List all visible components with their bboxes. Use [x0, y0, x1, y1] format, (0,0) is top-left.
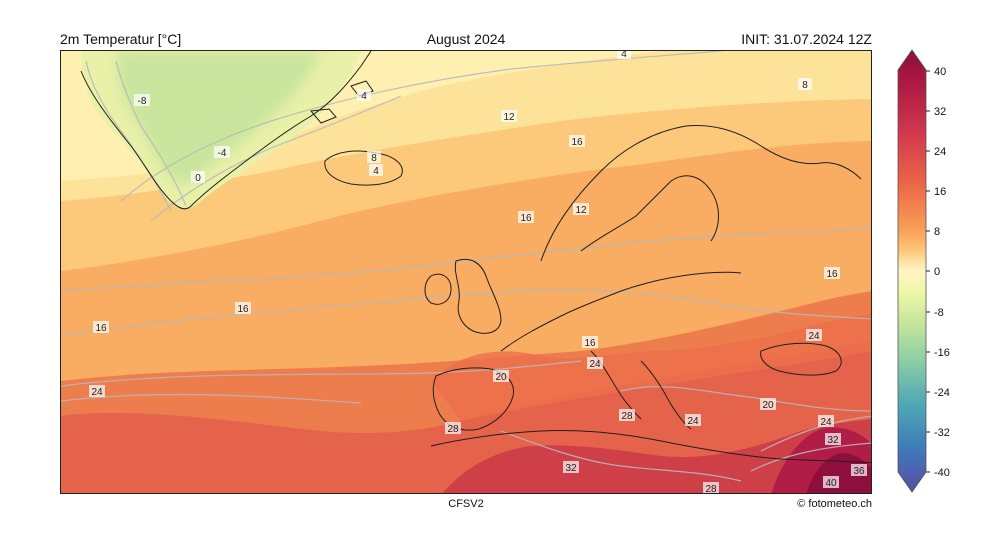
contour-label: 16: [824, 267, 840, 280]
colorbar-tick: -40: [934, 467, 950, 479]
svg-text:24: 24: [820, 417, 832, 428]
svg-text:16: 16: [571, 137, 583, 148]
svg-text:28: 28: [705, 484, 717, 494]
contour-label: 24: [806, 329, 822, 342]
colorbar-tick: -32: [934, 427, 950, 439]
contour-label: 32: [825, 433, 841, 446]
contour-label: 28: [445, 422, 461, 435]
svg-text:16: 16: [826, 269, 838, 280]
contour-label: 20: [493, 370, 509, 383]
colorbar-tick: 0: [934, 266, 940, 278]
svg-text:8: 8: [802, 80, 808, 91]
contour-label: 24: [685, 414, 701, 427]
svg-text:40: 40: [825, 478, 837, 489]
chart-variable-title: 2m Temperatur [°C]: [60, 31, 182, 47]
contour-label: 4: [617, 51, 631, 60]
temperature-colorbar: 40 32 24 16 8 0 -8 -16 -24 -32 -40: [896, 48, 960, 503]
contour-label: 24: [587, 357, 603, 370]
model-label: CFSV2: [448, 498, 484, 510]
svg-text:24: 24: [91, 387, 103, 398]
colorbar-tick: 40: [934, 66, 946, 78]
contour-label: 16: [582, 336, 598, 349]
svg-text:24: 24: [589, 359, 601, 370]
svg-text:28: 28: [621, 411, 633, 422]
contour-labels: -8 -4 0 4 4 8 4 8 12 16 16 12 16 16 16 1…: [89, 51, 867, 494]
svg-text:12: 12: [575, 205, 587, 216]
contour-label: 28: [619, 409, 635, 422]
med-warm-patch: [431, 313, 871, 421]
svg-text:4: 4: [373, 166, 379, 177]
colorbar-svg: 40 32 24 16 8 0 -8 -16 -24 -32 -40: [897, 49, 950, 493]
svg-text:-4: -4: [218, 148, 227, 159]
colorbar-tick: -24: [934, 387, 950, 399]
contour-label: 24: [89, 385, 105, 398]
colorbar-tick: -16: [934, 347, 950, 359]
contour-label: 24: [818, 415, 834, 428]
svg-text:16: 16: [237, 304, 249, 315]
svg-text:16: 16: [95, 323, 107, 334]
contour-label: -8: [134, 94, 150, 107]
contour-label: 32: [563, 461, 579, 474]
contour-label: 40: [823, 476, 839, 489]
svg-text:32: 32: [827, 435, 839, 446]
svg-text:8: 8: [371, 153, 377, 164]
contour-label: 16: [95, 325, 107, 336]
svg-text:12: 12: [503, 112, 515, 123]
svg-text:28: 28: [447, 424, 459, 435]
contour-label: 12: [501, 110, 517, 123]
temp-band-32: [442, 419, 871, 493]
contour-label: 8: [367, 151, 381, 164]
contour-label: 16: [518, 211, 534, 224]
svg-text:0: 0: [195, 173, 201, 184]
svg-text:24: 24: [808, 331, 820, 342]
temperature-field: -8 -4 0 4 4 8 4 8 12 16 16 12 16 16 16 1…: [61, 51, 871, 494]
contour-label: 16: [93, 321, 109, 334]
svg-text:24: 24: [687, 416, 699, 427]
svg-text:-8: -8: [138, 96, 147, 107]
forecast-period-title: August 2024: [426, 31, 506, 47]
temp-band-40: [806, 453, 871, 493]
contour-label: 8: [798, 78, 812, 91]
svg-text:4: 4: [621, 51, 627, 60]
colorbar-tick: 8: [934, 226, 940, 238]
temperature-map: -8 -4 0 4 4 8 4 8 12 16 16 12 16 16 16 1…: [60, 50, 872, 494]
colorbar-tick: 32: [934, 106, 946, 118]
init-time-label: INIT: 31.07.2024 12Z: [741, 31, 872, 47]
contour-label: 4: [357, 89, 371, 102]
svg-text:36: 36: [853, 466, 865, 477]
svg-text:16: 16: [584, 338, 596, 349]
contour-label: 12: [573, 203, 589, 216]
contour-label: 16: [569, 135, 585, 148]
svg-text:32: 32: [565, 463, 577, 474]
contour-label: 36: [851, 464, 867, 477]
colorbar-gradient: [897, 49, 927, 493]
svg-text:4: 4: [361, 91, 367, 102]
colorbar-tick: -8: [934, 307, 944, 319]
colorbar-tick: 16: [934, 186, 946, 198]
svg-text:16: 16: [520, 213, 532, 224]
colorbar-tick: 24: [934, 146, 946, 158]
svg-text:20: 20: [762, 400, 774, 411]
credit-label: © fotometeo.ch: [797, 498, 872, 510]
contour-label: 16: [235, 302, 251, 315]
contour-label: 28: [703, 482, 719, 494]
svg-text:20: 20: [495, 372, 507, 383]
greenland-cold: [116, 51, 321, 184]
contour-label: 20: [760, 398, 776, 411]
colorbar-ticks: 40 32 24 16 8 0 -8 -16 -24 -32 -40: [926, 66, 950, 479]
contour-label: -4: [214, 146, 230, 159]
isotherm-lines: [61, 51, 871, 482]
contour-label: 0: [191, 171, 205, 184]
contour-label: 4: [369, 164, 383, 177]
